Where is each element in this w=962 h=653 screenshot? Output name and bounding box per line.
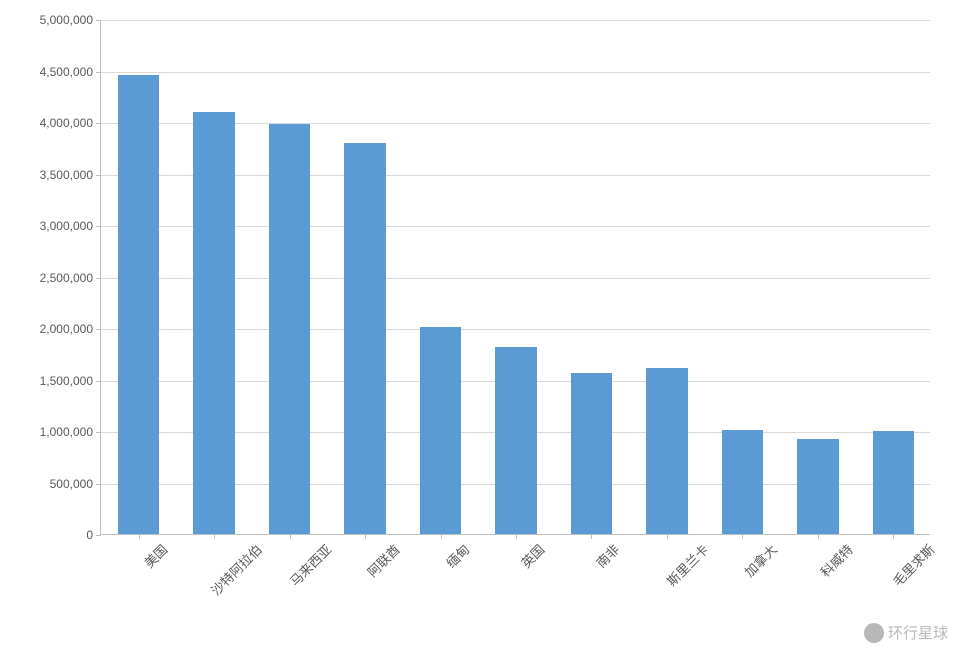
x-tick-mark <box>893 534 894 539</box>
x-tick-mark <box>667 534 668 539</box>
bar <box>722 430 764 534</box>
watermark-text: 环行星球 <box>888 622 948 643</box>
bar <box>646 368 688 534</box>
gridline <box>101 20 930 21</box>
bar <box>269 124 311 534</box>
bar-chart: 0 500,000 1,000,000 1,500,000 2,000,000 2,500… <box>0 0 962 653</box>
x-tick-mark <box>742 534 743 539</box>
x-tick-label: 南非 <box>586 534 623 571</box>
x-tick-label: 加拿大 <box>734 534 781 581</box>
y-tick-label: 5,000,000 <box>40 13 101 27</box>
x-tick-mark <box>139 534 140 539</box>
x-tick-label: 沙特阿拉伯 <box>201 534 266 599</box>
x-tick-label: 科威特 <box>810 534 857 581</box>
bar <box>420 327 462 534</box>
y-tick-label: 4,500,000 <box>40 65 101 79</box>
x-tick-mark <box>290 534 291 539</box>
x-tick-label: 马来西亚 <box>279 534 335 590</box>
y-tick-label: 4,000,000 <box>40 116 101 130</box>
x-tick-label: 毛里求斯 <box>882 534 938 590</box>
x-tick-label: 英国 <box>511 534 548 571</box>
bar <box>797 439 839 534</box>
wechat-icon <box>864 623 884 643</box>
plot-area: 0500,0001,000,0001,500,0002,000,0002,500… <box>100 20 930 535</box>
bar <box>118 75 160 534</box>
x-tick-mark <box>441 534 442 539</box>
x-tick-label: 缅甸 <box>435 534 472 571</box>
bar <box>344 143 386 534</box>
x-tick-label: 美国 <box>133 534 170 571</box>
y-tick-label: 1,500,000 <box>40 374 101 388</box>
y-tick-label: 2,500,000 <box>40 271 101 285</box>
x-tick-label: 阿联酋 <box>357 534 404 581</box>
x-tick-mark <box>365 534 366 539</box>
watermark: 环行星球 <box>864 622 948 643</box>
bar <box>873 431 915 534</box>
y-tick-label: 500,000 <box>50 477 101 491</box>
x-tick-label: 斯里兰卡 <box>656 534 712 590</box>
x-tick-mark <box>516 534 517 539</box>
bar <box>571 373 613 534</box>
y-tick-label: 0 <box>86 528 101 542</box>
x-tick-mark <box>214 534 215 539</box>
y-tick-label: 2,000,000 <box>40 322 101 336</box>
y-tick-label: 3,000,000 <box>40 219 101 233</box>
x-tick-mark <box>818 534 819 539</box>
bar <box>495 347 537 534</box>
y-tick-label: 1,000,000 <box>40 425 101 439</box>
gridline <box>101 72 930 73</box>
x-tick-mark <box>591 534 592 539</box>
bar <box>193 112 235 534</box>
y-tick-label: 3,500,000 <box>40 168 101 182</box>
